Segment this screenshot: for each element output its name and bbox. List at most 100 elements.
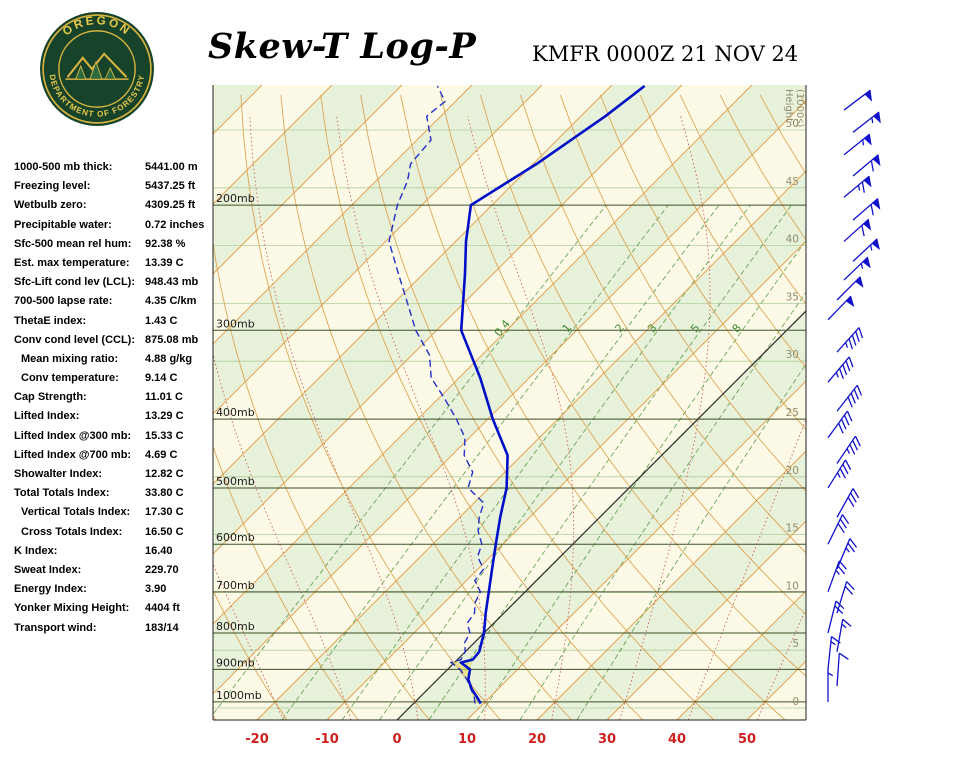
wind-barb-icon	[836, 327, 860, 353]
wind-barb-icon	[836, 488, 854, 518]
index-row: Lifted Index @700 mb: 4.69 C	[14, 449, 212, 468]
index-row: Yonker Mixing Height: 4404 ft	[14, 602, 212, 621]
wind-barb-icon	[827, 560, 840, 593]
index-label: Yonker Mixing Height:	[14, 602, 130, 615]
index-value: 4.88 g/kg	[145, 352, 193, 365]
logo-gold-ring-inner	[58, 30, 136, 108]
wind-barb-column	[827, 89, 881, 702]
index-row: Lifted Index: 13.29 C	[14, 410, 212, 429]
index-label: Lifted Index @300 mb:	[14, 429, 132, 442]
index-value: 13.39 C	[145, 256, 184, 269]
height-label: 20	[786, 465, 799, 477]
temp-axis-label: 10	[458, 732, 476, 747]
index-value: 3.90	[145, 583, 167, 596]
index-value: 12.82 C	[145, 468, 184, 480]
index-row: K Index: 16.40	[14, 545, 212, 564]
pressure-label: 500mb	[216, 475, 255, 488]
index-row: Conv cond level (CCL): 875.08 mb	[14, 334, 212, 353]
index-value: 33.80 C	[145, 487, 184, 500]
index-value: 16.50 C	[145, 525, 184, 538]
index-label: Sfc-Lift cond lev (LCL):	[14, 276, 135, 289]
index-row: Freezing level: 5437.25 ft	[14, 180, 212, 199]
index-row: Sweat Index: 229.70	[14, 564, 212, 583]
wind-barb-icon	[836, 581, 848, 614]
index-label: Lifted Index:	[14, 410, 80, 423]
odf-logo: OREGON DEPARTMENT OF FORESTRY	[40, 12, 154, 126]
chart-field	[213, 85, 806, 720]
index-label: Total Totals Index:	[14, 487, 110, 500]
index-row: Sfc-Lift cond lev (LCL): 948.43 mb	[14, 276, 212, 295]
index-value: 4.35 C/km	[145, 295, 197, 308]
index-label: Mean mixing ratio:	[21, 352, 119, 365]
index-row: Est. max temperature: 13.39 C	[14, 257, 212, 276]
temp-axis-label: -20	[245, 732, 269, 747]
height-label: 5	[792, 638, 799, 650]
index-value: 11.01 C	[145, 391, 183, 404]
height-label: 35	[786, 291, 799, 303]
temp-axis-label: 50	[738, 732, 756, 747]
index-row: Precipitable water: 0.72 inches	[14, 219, 212, 238]
height-label: 45	[786, 176, 799, 188]
wind-barb-icon	[836, 538, 851, 570]
height-label: 15	[786, 523, 799, 535]
index-row: Sfc-500 mean rel hum: 92.38 %	[14, 238, 212, 257]
index-value: 0.72 inches	[145, 218, 205, 231]
index-row: Conv temperature: 9.14 C	[14, 372, 212, 391]
index-value: 92.38 %	[145, 237, 186, 250]
index-value: 5441.00 m	[145, 161, 198, 173]
height-label: 25	[786, 407, 799, 419]
index-label: Wetbulb zero:	[14, 199, 87, 212]
height-axis-title: (1000s)	[794, 89, 805, 128]
index-row: Cross Totals Index: 16.50 C	[14, 526, 212, 545]
wind-barb-icon	[836, 619, 844, 652]
page-title: Skew-T Log-P	[208, 26, 477, 67]
index-value: 4404 ft	[145, 602, 180, 615]
index-row: Total Totals Index: 33.80 C	[14, 487, 212, 506]
temp-axis-label: -10	[315, 732, 339, 747]
index-label: 1000-500 mb thick:	[14, 161, 113, 173]
height-label: 0	[792, 696, 799, 708]
wind-barb-icon	[827, 600, 837, 634]
index-label: Vertical Totals Index:	[21, 506, 131, 519]
index-label: K Index:	[14, 544, 58, 557]
index-label: Precipitable water:	[14, 218, 112, 231]
pressure-label: 1000mb	[216, 689, 262, 702]
height-axis-title: Height	[783, 89, 794, 122]
logo-tree-icon	[74, 64, 87, 80]
index-label: Energy Index:	[14, 583, 87, 596]
index-value: 183/14	[145, 621, 179, 634]
pressure-label: 200mb	[216, 192, 255, 205]
index-row: Energy Index: 3.90	[14, 583, 212, 602]
pressure-label: 300mb	[216, 317, 255, 330]
logo-tree-icon	[104, 66, 117, 80]
index-label: Conv temperature:	[21, 372, 119, 385]
temp-axis-label: 0	[392, 732, 401, 747]
dewpoint-trace	[388, 85, 485, 704]
index-row: Mean mixing ratio: 4.88 g/kg	[14, 353, 212, 372]
index-label: Freezing level:	[14, 180, 91, 193]
index-value: 17.30 C	[145, 506, 184, 519]
wind-barb-icon	[827, 636, 833, 670]
index-label: Lifted Index @700 mb:	[14, 448, 132, 461]
temperature-trace	[459, 85, 646, 705]
index-label: ThetaE index:	[14, 314, 87, 327]
wind-barb-icon	[827, 514, 844, 545]
logo-mountains-icon	[66, 52, 128, 78]
wind-barb-icon	[836, 653, 840, 687]
index-label: Cross Totals Index:	[21, 525, 123, 538]
index-row: Wetbulb zero: 4309.25 ft	[14, 199, 212, 218]
index-label: Est. max temperature:	[14, 256, 130, 269]
height-label: 10	[786, 580, 799, 592]
temp-axis-label: 20	[528, 732, 546, 747]
temp-axis-label: 40	[668, 732, 686, 747]
index-row: Showalter Index: 12.82 C	[14, 468, 212, 487]
pressure-label: 700mb	[216, 579, 255, 592]
index-value: 16.40	[145, 544, 173, 557]
index-label: 700-500 lapse rate:	[14, 295, 113, 308]
index-row: Cap Strength: 11.01 C	[14, 391, 212, 410]
index-value: 1.43 C	[145, 314, 178, 327]
index-row: ThetaE index: 1.43 C	[14, 315, 212, 334]
index-label: Showalter Index:	[14, 468, 103, 480]
